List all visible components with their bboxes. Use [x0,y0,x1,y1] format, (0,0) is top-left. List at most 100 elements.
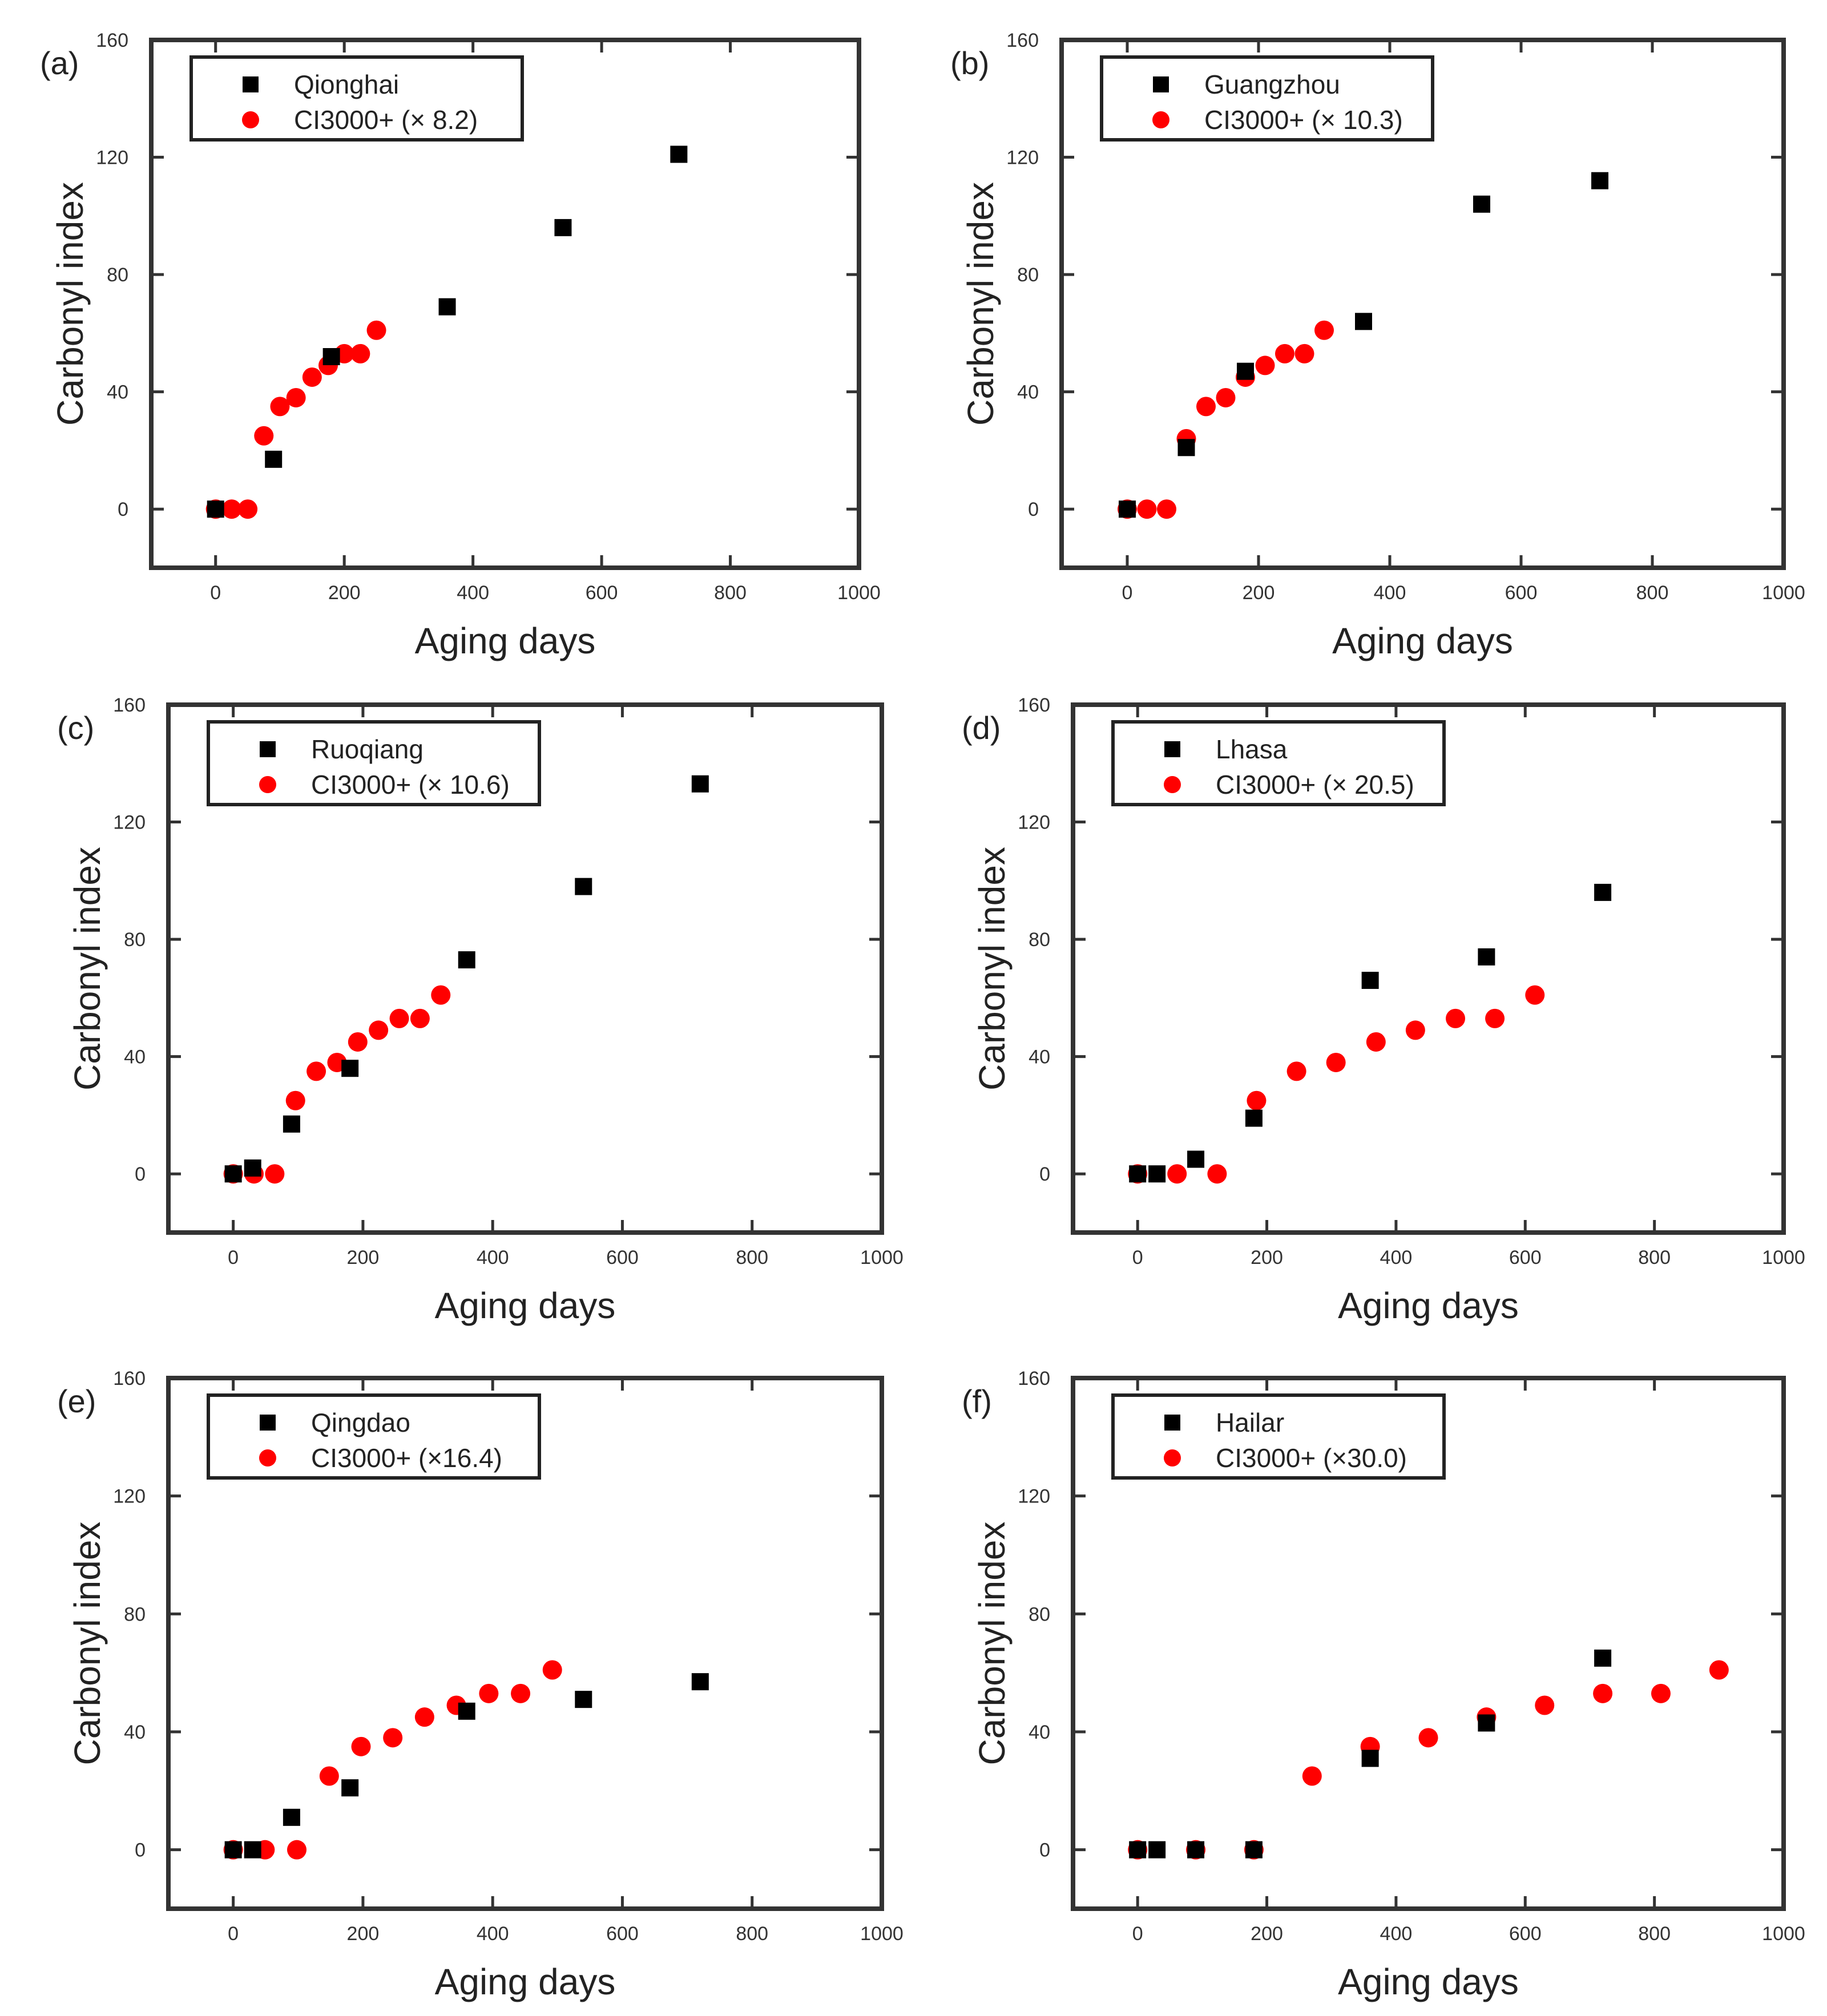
data-point-ci3000 [1207,1164,1227,1184]
x-tick-label: 0 [1132,1247,1143,1268]
legend-marker-circle [259,1449,276,1466]
data-point-guangzhou [1177,439,1195,456]
legend-marker-square [260,741,276,757]
x-tick-label: 600 [1509,1247,1542,1268]
x-tick-label: 200 [347,1247,380,1268]
y-tick-label: 80 [107,264,128,286]
data-point-hailar [1594,1649,1612,1667]
y-tick-label: 160 [113,1368,146,1389]
y-tick-label: 120 [1018,812,1050,834]
chart-panel-c: 0 200 400 600 800 1000 0 40 80 120 160 Aging days Ca… [57,694,904,1326]
x-tick-label: 1000 [1762,582,1805,604]
data-point-qingdao [341,1779,359,1797]
plot-frame [166,1376,884,1911]
x-axis-title: Aging days [1338,1961,1519,2002]
y-tick-label: 160 [96,30,128,51]
data-point-guangzhou [1591,172,1608,189]
x-tick-label: 0 [228,1923,239,1945]
legend-marker-square [1164,741,1180,757]
data-point-qionghai [207,500,224,518]
y-axis-title: Carbonyl index [971,1522,1013,1765]
plot-frame [166,702,884,1235]
data-point-ci3000 [348,1032,368,1052]
y-axis-title: Carbonyl index [67,847,108,1090]
data-point-ci3000 [410,1008,430,1028]
data-point-ci3000 [1216,387,1236,407]
legend-label: CI3000+ (× 10.6) [311,770,510,799]
data-point-ci3000 [431,985,451,1005]
legend-marker-square [260,1415,276,1431]
x-tick-label: 800 [714,582,747,604]
data-point-ci3000 [285,1090,305,1110]
x-tick-label: 1000 [1762,1923,1805,1945]
data-point-lhasa [1129,1165,1147,1183]
y-tick-label: 160 [1006,30,1039,51]
data-point-ruoqiang [691,775,709,793]
chart-panel-f: 0 200 400 600 800 1000 0 40 80 120 160 Aging days Ca… [962,1368,1805,2002]
data-point-ci3000 [369,1020,389,1040]
x-tick-label: 600 [606,1247,639,1268]
x-axis-title: Aging days [1332,620,1513,661]
x-tick-label: 200 [1243,582,1275,604]
plot-frame [149,38,861,570]
y-tick-label: 80 [1017,264,1039,286]
x-axis-title: Aging days [435,1285,616,1326]
y-tick-label: 120 [113,1486,146,1508]
panel-label: (a) [40,45,79,81]
data-point-ci3000 [1294,344,1314,363]
plot-frame [1071,702,1786,1235]
data-point-ci3000 [1196,397,1216,417]
legend-marker-square [1164,1415,1180,1431]
chart-panel-a: 0 200 400 600 800 1000 0 40 80 120 160 Aging days Ca… [40,30,881,661]
data-point-ci3000 [1247,1090,1267,1110]
data-point-ci3000 [1366,1032,1386,1052]
y-tick-label: 120 [1018,1486,1050,1508]
legend-label: CI3000+ (× 20.5) [1216,770,1414,799]
data-point-ci3000 [270,397,290,417]
data-point-ci3000 [1137,499,1157,519]
y-tick-label: 120 [113,812,146,834]
data-point-lhasa [1594,883,1612,901]
x-tick-label: 400 [477,1247,509,1268]
data-point-hailar [1245,1841,1263,1859]
data-point-ci3000 [542,1660,562,1680]
data-point-ci3000 [1405,1020,1425,1040]
y-tick-label: 0 [118,499,128,520]
legend-label: Guangzhou [1204,70,1340,99]
y-tick-label: 80 [1029,929,1050,951]
data-point-hailar [1187,1841,1205,1859]
data-point-qingdao [691,1673,709,1691]
chart-panel-b: 0 200 400 600 800 1000 0 40 80 120 160 Aging days Ca… [950,30,1805,661]
legend-label: Qionghai [294,70,399,99]
x-tick-label: 600 [606,1923,639,1945]
legend-marker-circle [1164,776,1181,793]
x-tick-label: 200 [1251,1247,1283,1268]
data-point-lhasa [1361,972,1379,989]
y-tick-label: 120 [96,147,128,169]
chart-panel-d: 0 200 400 600 800 1000 0 40 80 120 160 Aging days Ca… [962,694,1805,1326]
data-point-ci3000 [254,426,274,446]
legend-marker-circle [1164,1449,1181,1466]
y-tick-label: 160 [113,694,146,716]
x-tick-label: 600 [586,582,618,604]
data-point-ruoqiang [283,1115,300,1133]
y-tick-label: 40 [124,1047,146,1068]
data-point-ci3000 [221,499,241,519]
x-tick-label: 200 [347,1923,380,1945]
data-point-qingdao [458,1702,475,1720]
chart-panel-e: 0 200 400 600 800 1000 0 40 80 120 160 Aging days Ca… [57,1368,904,2002]
data-point-ci3000 [287,1840,306,1860]
x-tick-label: 0 [1122,582,1133,604]
data-point-ci3000 [1255,355,1275,375]
legend-marker-square [243,76,259,92]
legend-label: CI3000+ (× 8.2) [294,105,478,135]
x-tick-label: 800 [1636,582,1669,604]
data-point-ci3000 [238,499,258,519]
data-point-ci3000 [1302,1766,1322,1786]
data-point-ci3000 [1157,499,1176,519]
data-point-ruoqiang [341,1060,359,1077]
data-point-qionghai [438,298,456,316]
data-point-qingdao [283,1808,300,1826]
data-point-ci3000 [265,1164,285,1184]
